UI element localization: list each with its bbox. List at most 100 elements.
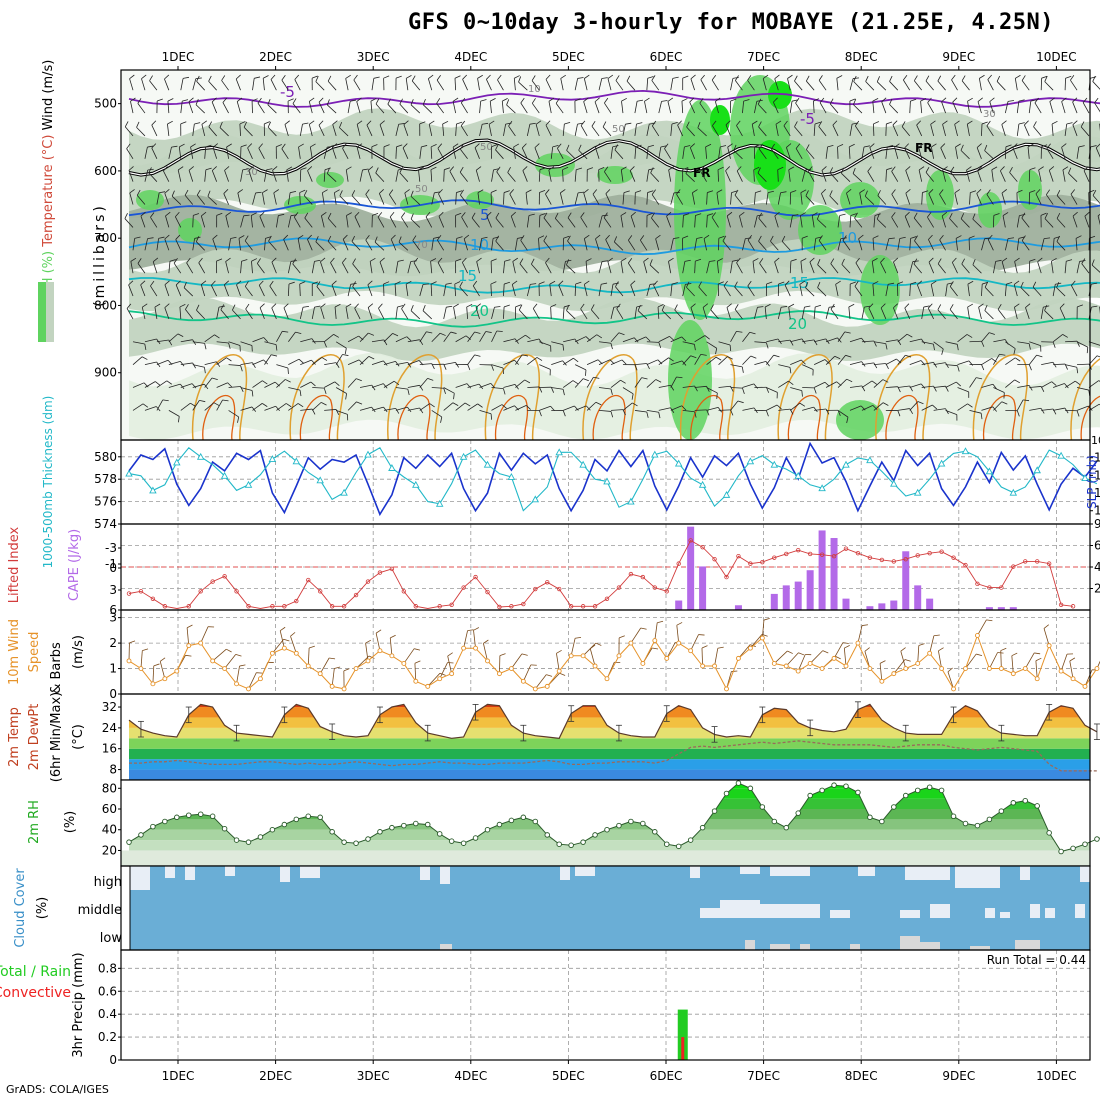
wind-barb [711, 79, 719, 91]
wind-barb [141, 78, 146, 91]
wind-barb [323, 169, 326, 182]
wind-barb [634, 146, 637, 159]
wind-barb-flag [809, 257, 815, 263]
wind-barb [802, 339, 815, 343]
wind-barb [692, 192, 696, 205]
wind-barb [945, 341, 958, 345]
wind-barb-flag [294, 74, 300, 80]
wind-barb [699, 102, 707, 114]
wind-barb [334, 306, 337, 319]
wind-barb [621, 101, 624, 114]
wind-barb [164, 78, 170, 91]
wind-barb-flag [368, 332, 375, 336]
wind-barb [327, 218, 337, 228]
wind-barb [562, 169, 564, 182]
cape-ylabel: CAPE (J/kg) [67, 529, 82, 601]
wind-barb-flag [485, 331, 492, 333]
wind-barb-flag [346, 212, 352, 216]
wind-barb-flag [1001, 257, 1008, 262]
wind-barb-flag [244, 235, 249, 242]
wind-barb [156, 359, 169, 366]
wind-barb-flag [736, 120, 741, 126]
wind-barb-flag [190, 402, 196, 407]
wind-barb-flag [186, 257, 191, 264]
wind-barb-flag [824, 381, 830, 387]
rh-high-area [136, 190, 164, 210]
wind-barb [508, 125, 516, 137]
x-tick-label-top: 1DEC [162, 50, 195, 64]
wind-barb-flag [1037, 257, 1043, 263]
wind-barb-flag [478, 383, 484, 390]
wind-barb [905, 170, 911, 182]
wind-barb [387, 103, 397, 114]
wind-barb-flag [774, 211, 780, 217]
wind-barb [758, 240, 767, 251]
wind-barb [1095, 147, 1100, 158]
wind-barb-flag [930, 120, 936, 125]
wind-barb [327, 80, 337, 91]
wind-barb [192, 238, 196, 251]
wind-barb [598, 261, 603, 274]
wind-barb-flag [891, 212, 896, 218]
wind-barb [460, 194, 468, 205]
rh2m-point [675, 843, 682, 850]
cloud-ylabel: Cloud Cover [13, 868, 28, 948]
wind-barb-flag [984, 304, 988, 311]
wind-barb [733, 150, 743, 160]
wind-speed-point [903, 666, 909, 671]
wind-barb [264, 341, 277, 346]
wind-barb-flag [524, 379, 531, 384]
slp-ylabel: SLP (mb) [1085, 455, 1099, 509]
wind-barb-flag [407, 389, 410, 396]
wind-barb-flag [717, 166, 724, 171]
wind-barb [351, 195, 361, 205]
wind-barb [419, 284, 424, 297]
wind-barb-flag [195, 236, 200, 242]
wind-barb [286, 169, 289, 182]
wind-barb-flag [725, 166, 731, 172]
wind-barb [670, 284, 673, 297]
wind-barb-flag [872, 258, 878, 262]
wind-barb-flag [378, 303, 383, 309]
wind-barb-flag [643, 257, 649, 262]
wind-barb [758, 217, 767, 228]
wind-barb [167, 123, 170, 136]
wind-barb-flag [731, 190, 738, 193]
wind-barb-flag [873, 362, 878, 369]
wind-barb [342, 148, 349, 159]
wind-barb-flag [618, 635, 625, 639]
rh2m-point [484, 826, 491, 833]
wind-barb [900, 651, 907, 669]
wind-barb-flag [991, 166, 998, 171]
wind-barb-flag [630, 280, 636, 286]
wind-barb-flag [238, 235, 245, 239]
wind-barb-flag [621, 97, 627, 102]
wind-barb [1016, 238, 1020, 251]
wind-barb-flag [858, 234, 864, 240]
wind-barb [825, 307, 830, 320]
wind-barb [399, 172, 409, 182]
wind-barb-flag [316, 281, 321, 287]
wind-barb [460, 102, 468, 114]
wind-barb [598, 387, 612, 390]
wind-speed-point [329, 683, 335, 689]
wind-tick-label: 2 [109, 636, 117, 650]
wind-barb [777, 307, 782, 320]
wind-barb [1005, 341, 1016, 349]
wind-barb [778, 339, 791, 343]
wind-barb-flag [954, 189, 961, 194]
wind-speed-point [186, 643, 192, 649]
temp-ylabel-a: 2m Temp [7, 707, 22, 767]
lifted-index-point [664, 589, 669, 594]
wind-barb [909, 401, 919, 411]
wind-speed-point [532, 686, 538, 692]
wind-barb [858, 238, 863, 251]
wind-barb [1024, 652, 1035, 669]
wind-barb [212, 147, 218, 159]
wind-barb [753, 169, 755, 182]
wind-barb [427, 78, 433, 91]
wind-barb-flag [920, 98, 927, 102]
rh2m-point [628, 818, 634, 825]
wind-barb [937, 263, 946, 274]
wind-barb [646, 78, 649, 91]
